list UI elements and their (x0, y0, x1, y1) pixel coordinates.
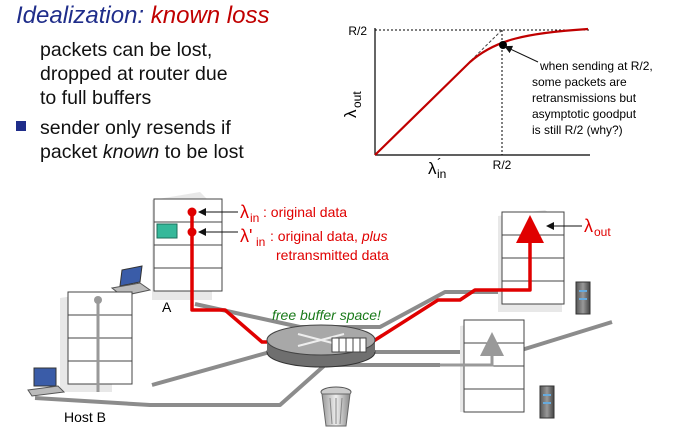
loss-description: packets can be lost, dropped at router d… (40, 38, 300, 110)
throughput-curve (374, 27, 589, 156)
lower-right-flow (440, 332, 504, 367)
bullet-emphasis: known (102, 141, 160, 163)
lambda-in-sub: in (250, 211, 259, 225)
y-axis-lambda: λ (341, 109, 360, 118)
lambda-out-label: λ out (546, 216, 611, 239)
throughput-graph: R/2 R/2 λ out λ ´ in when sending at R/2… (341, 24, 653, 181)
x-axis-sub: in (437, 167, 446, 181)
server-icon-lower (539, 385, 555, 419)
lambda-prime-text-2: retransmitted data (276, 247, 389, 263)
bullet-text: sender only resends if packet known to b… (40, 116, 300, 164)
lambda-in-text: : original data (263, 204, 347, 220)
server-icon-upper (575, 281, 591, 315)
lambda-prime-sub: in (256, 235, 265, 249)
host-a-label: A (162, 299, 172, 315)
lambda-out-sub: out (594, 225, 611, 239)
lambda-in-symbol: λ (240, 202, 249, 222)
bullet-mid: packet (40, 141, 103, 163)
operating-point (499, 41, 507, 49)
host-b-flow-dot (94, 296, 102, 304)
trash-can-icon (320, 386, 352, 427)
x-tick-label: R/2 (493, 158, 512, 172)
lambda-prime-text-line: : original data, plus (270, 228, 388, 244)
bullet-line-1: sender only resends if (40, 117, 231, 139)
lambda-out-symbol: λ (584, 216, 593, 236)
annotation-arrow (504, 45, 539, 63)
red-data-flow (190, 212, 544, 344)
x-axis-label: λ ´ in (428, 155, 446, 181)
title-part-2: known loss (150, 2, 270, 29)
router-icon (266, 324, 376, 368)
packet-copy (156, 223, 178, 239)
slide-title: Idealization: known loss (16, 2, 270, 30)
lambda-prime-text: : original data, (270, 228, 362, 244)
x-axis-lambda: λ (428, 159, 437, 178)
lambda-prime-point (187, 227, 197, 237)
router-buffer (331, 337, 367, 353)
lambda-in-point (187, 207, 197, 217)
desc-line-2: dropped at router due (40, 63, 228, 85)
link-lower-left (151, 320, 613, 387)
free-buffer-label: free buffer space! (272, 307, 381, 323)
lambda-prime-symbol: λ' (240, 226, 252, 246)
link-upper-right (194, 290, 560, 329)
desktop-pc-icon (27, 367, 66, 397)
annotation-line-4: asymptotic goodput (532, 107, 637, 121)
y-tick-label: R/2 (348, 24, 367, 38)
y-axis-sub: out (350, 91, 364, 108)
x-axis-prime: ´ (437, 155, 442, 171)
link-host-b (34, 363, 440, 407)
title-part-1: Idealization: (16, 2, 145, 29)
host-a-stack: A (152, 192, 223, 315)
lambda-prime-label: λ' in : original data, plus retransmitte… (240, 226, 389, 263)
annotation-line-3: retransmissions but (532, 91, 637, 105)
lambda-prime-emphasis: plus (361, 228, 388, 244)
annotation-line-5: is still R/2 (why?) (532, 123, 623, 137)
desc-line-1: packets can be lost, (40, 39, 213, 61)
annotation-line-1: when sending at R/2, (539, 59, 653, 73)
network-links (34, 290, 613, 407)
bullet-marker (16, 121, 26, 131)
host-b-label: Host B (64, 409, 106, 425)
bullet-post: to be lost (159, 141, 244, 163)
y-axis-label: λ out (341, 91, 364, 118)
desc-line-3: to full buffers (40, 87, 152, 109)
bullet-line-2: packet known to be lost (40, 140, 300, 164)
annotation-line-2: some packets are (532, 75, 627, 89)
lambda-in-label: λ in : original data (240, 202, 347, 225)
graph-annotation: when sending at R/2, some packets are re… (532, 59, 653, 137)
